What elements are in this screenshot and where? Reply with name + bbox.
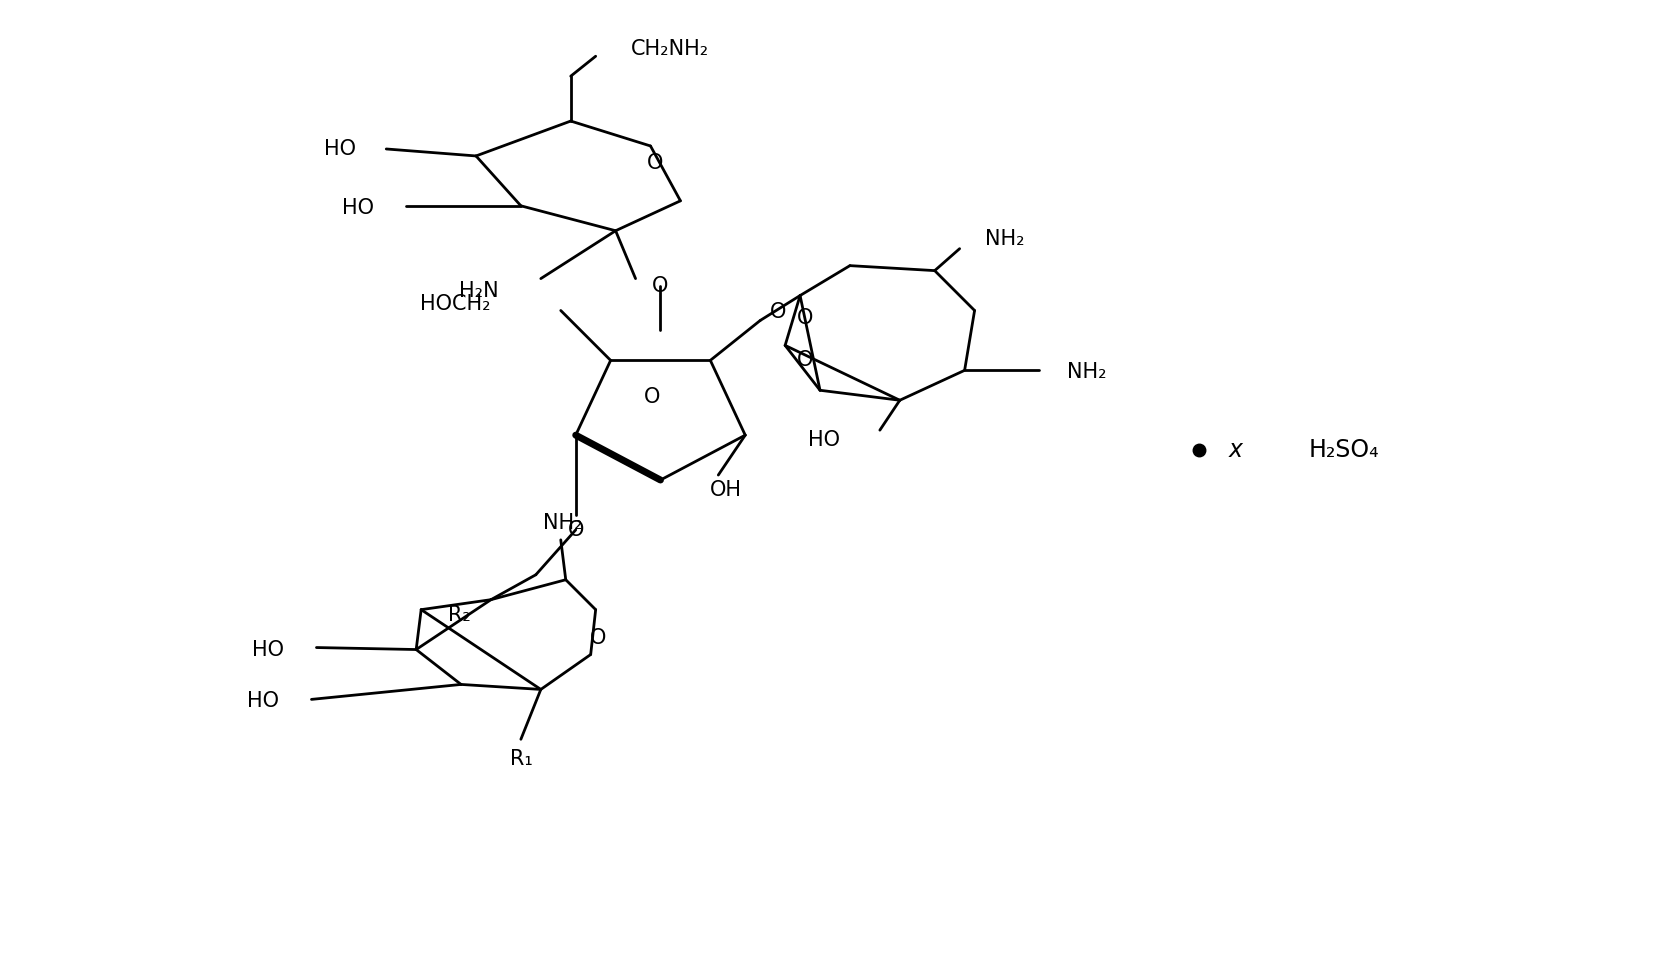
Text: H₂N: H₂N xyxy=(459,281,499,301)
Text: O: O xyxy=(645,388,659,407)
Text: O: O xyxy=(646,153,663,173)
Text: HO: HO xyxy=(807,431,840,450)
Text: HO: HO xyxy=(341,198,374,218)
Text: HOCH₂: HOCH₂ xyxy=(421,293,490,314)
Text: NH₂: NH₂ xyxy=(984,229,1024,248)
Text: H₂SO₄: H₂SO₄ xyxy=(1307,438,1379,462)
Text: HO: HO xyxy=(252,640,283,659)
Text: O: O xyxy=(771,303,785,322)
Text: x: x xyxy=(1228,438,1243,462)
Text: R₁: R₁ xyxy=(509,749,532,769)
Text: CH₂NH₂: CH₂NH₂ xyxy=(630,39,709,59)
Text: O: O xyxy=(590,627,605,648)
Text: R₂: R₂ xyxy=(447,605,471,624)
Text: O: O xyxy=(797,351,814,370)
Text: NH₂: NH₂ xyxy=(1067,362,1107,383)
Text: OH: OH xyxy=(709,480,742,500)
Text: HO: HO xyxy=(325,139,356,159)
Text: NH₂: NH₂ xyxy=(542,513,582,533)
Text: O: O xyxy=(797,309,814,328)
Text: O: O xyxy=(567,520,583,540)
Text: O: O xyxy=(651,276,668,295)
Text: HO: HO xyxy=(247,692,278,711)
